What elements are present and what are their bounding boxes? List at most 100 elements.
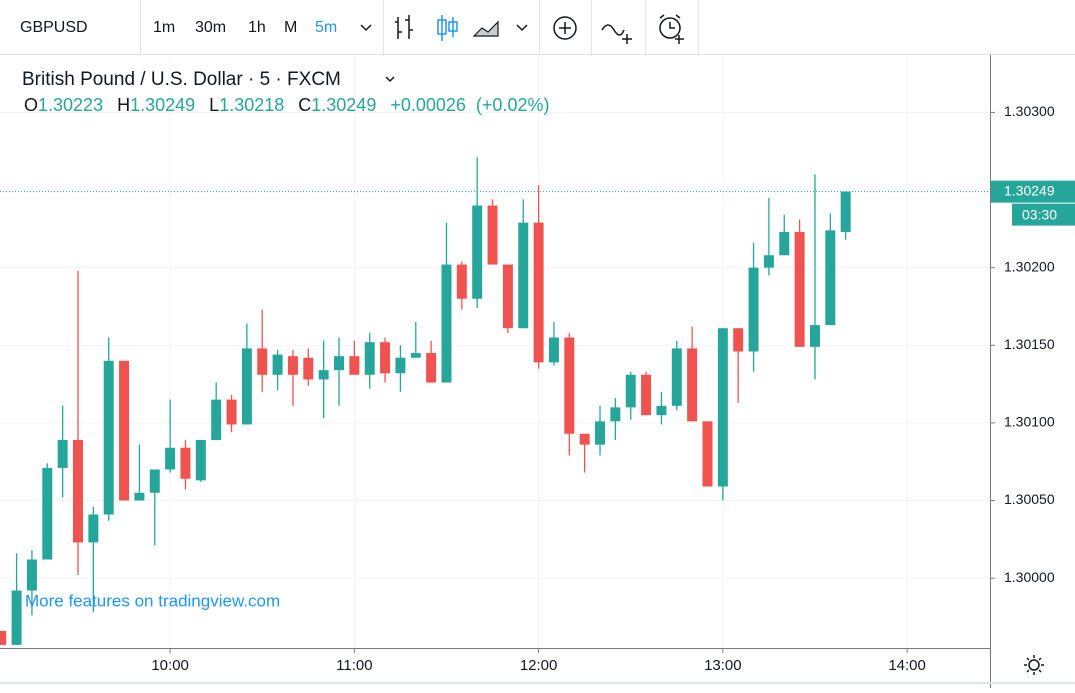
settings-icon[interactable] (1024, 655, 1044, 675)
candle-body (73, 439, 83, 543)
candle-body (564, 337, 575, 434)
candle-body (287, 356, 298, 375)
candle-body (763, 255, 774, 268)
candle-body (487, 205, 498, 265)
candle-body (733, 328, 744, 352)
candle-body (502, 264, 513, 329)
symbol[interactable]: GBPUSD (20, 19, 88, 36)
ohlc-value: 1.30249 (130, 95, 195, 115)
ohlc-key: O (24, 95, 38, 115)
candle-body (380, 342, 391, 374)
candle-body (687, 348, 698, 422)
candle-body (717, 328, 728, 487)
candle-body (226, 399, 237, 425)
candle-body (426, 353, 437, 383)
interval[interactable]: M (284, 19, 297, 36)
candles-icon[interactable] (437, 15, 458, 41)
candle-body (349, 356, 360, 375)
ohlc-value: 1.30218 (219, 95, 284, 115)
ohlc-legend: O 1.30223 H 1.30249 L 1.30218 C 1.30249 +0.00026… (24, 76, 550, 115)
candle-body (334, 356, 344, 371)
y-tick-label: 1.30300 (1004, 103, 1055, 119)
candle-body (595, 421, 606, 445)
dropdown-icon[interactable] (516, 24, 528, 32)
candle-body (779, 231, 790, 256)
x-tick-label: 12:00 (520, 657, 558, 674)
candle-body (103, 360, 114, 515)
candle-body (0, 630, 7, 645)
chart-title: British Pound / U.S. Dollar · 5 · FXCM (22, 69, 341, 90)
candle-body (825, 230, 836, 326)
candle-body (533, 222, 544, 363)
candle-body (748, 267, 759, 352)
plot (0, 157, 990, 645)
candle-body (195, 439, 206, 481)
candle-body (702, 421, 713, 487)
candle-body (656, 405, 667, 416)
candle-body (257, 348, 268, 375)
y-tick-label: 1.30000 (1004, 569, 1055, 585)
candle-body (149, 469, 160, 493)
candle-body (272, 354, 283, 375)
interval[interactable]: 1m (153, 19, 175, 36)
countdown-label: 03:30 (1022, 206, 1057, 222)
candle-body (441, 264, 452, 383)
candle-body (26, 559, 37, 591)
indicators-icon[interactable] (553, 16, 577, 40)
gear[interactable] (1028, 659, 1040, 671)
candle-body (134, 492, 145, 501)
ohlc-value: 1.30249 (311, 95, 376, 115)
candle-body (241, 348, 252, 425)
candle-body (318, 370, 329, 380)
candle-body (11, 590, 22, 645)
watermark-link[interactable]: More features on tradingview.com (25, 591, 280, 610)
candle-body (456, 264, 467, 299)
candle-body (472, 205, 483, 299)
candle-body (548, 337, 559, 363)
interval-active[interactable]: 5m (315, 19, 337, 36)
ohlc-key: L (209, 95, 219, 115)
bars-icon[interactable] (395, 15, 413, 39)
dropdown-icon[interactable] (360, 24, 372, 32)
candle-body (165, 447, 176, 470)
alert-icon[interactable] (659, 17, 681, 39)
interval[interactable]: 30m (195, 19, 226, 36)
candle-body (57, 439, 68, 468)
candle-body (119, 360, 130, 501)
x-tick-label: 10:00 (151, 657, 189, 674)
countdown-box (1012, 203, 1075, 226)
y-tick-label: 1.30200 (1004, 258, 1055, 274)
candle-body (303, 357, 314, 380)
candle-body (625, 374, 636, 408)
axes: 1.30000 1.30050 1.30100 1.30150 1.30200 1.303… (151, 103, 1075, 674)
indicators-plus (559, 22, 571, 34)
candle-body (840, 191, 851, 232)
candle-body (410, 353, 421, 358)
candle-body (671, 348, 682, 406)
candle-body (395, 357, 406, 374)
candle-body (641, 374, 652, 416)
y-tick-label: 1.30100 (1004, 414, 1055, 430)
candle-body (518, 222, 529, 329)
change-pct: (+0.02%) (476, 95, 550, 115)
ohlc-value: 1.30223 (38, 95, 103, 115)
candle-body (579, 433, 590, 445)
change: +0.00026 (390, 95, 466, 115)
candle-body (610, 407, 621, 422)
last-price-label: 1.30249 (1004, 182, 1055, 198)
toolbar: GBPUSD 1m 30m 1h M 5m (0, 0, 1075, 55)
candle-body (42, 467, 53, 560)
compare-icon[interactable] (601, 24, 632, 44)
candle-body (180, 447, 191, 479)
x-tick-label: 14:00 (888, 657, 926, 674)
interval[interactable]: 1h (248, 19, 266, 36)
last-price-box (991, 180, 1075, 203)
candle-body (211, 399, 222, 440)
area-icon[interactable] (472, 20, 499, 37)
candle-body (88, 514, 99, 543)
candle-body (364, 342, 375, 375)
dropdown-icon (385, 76, 395, 83)
candle-body (809, 325, 820, 347)
y-tick-label: 1.30050 (1004, 491, 1055, 507)
